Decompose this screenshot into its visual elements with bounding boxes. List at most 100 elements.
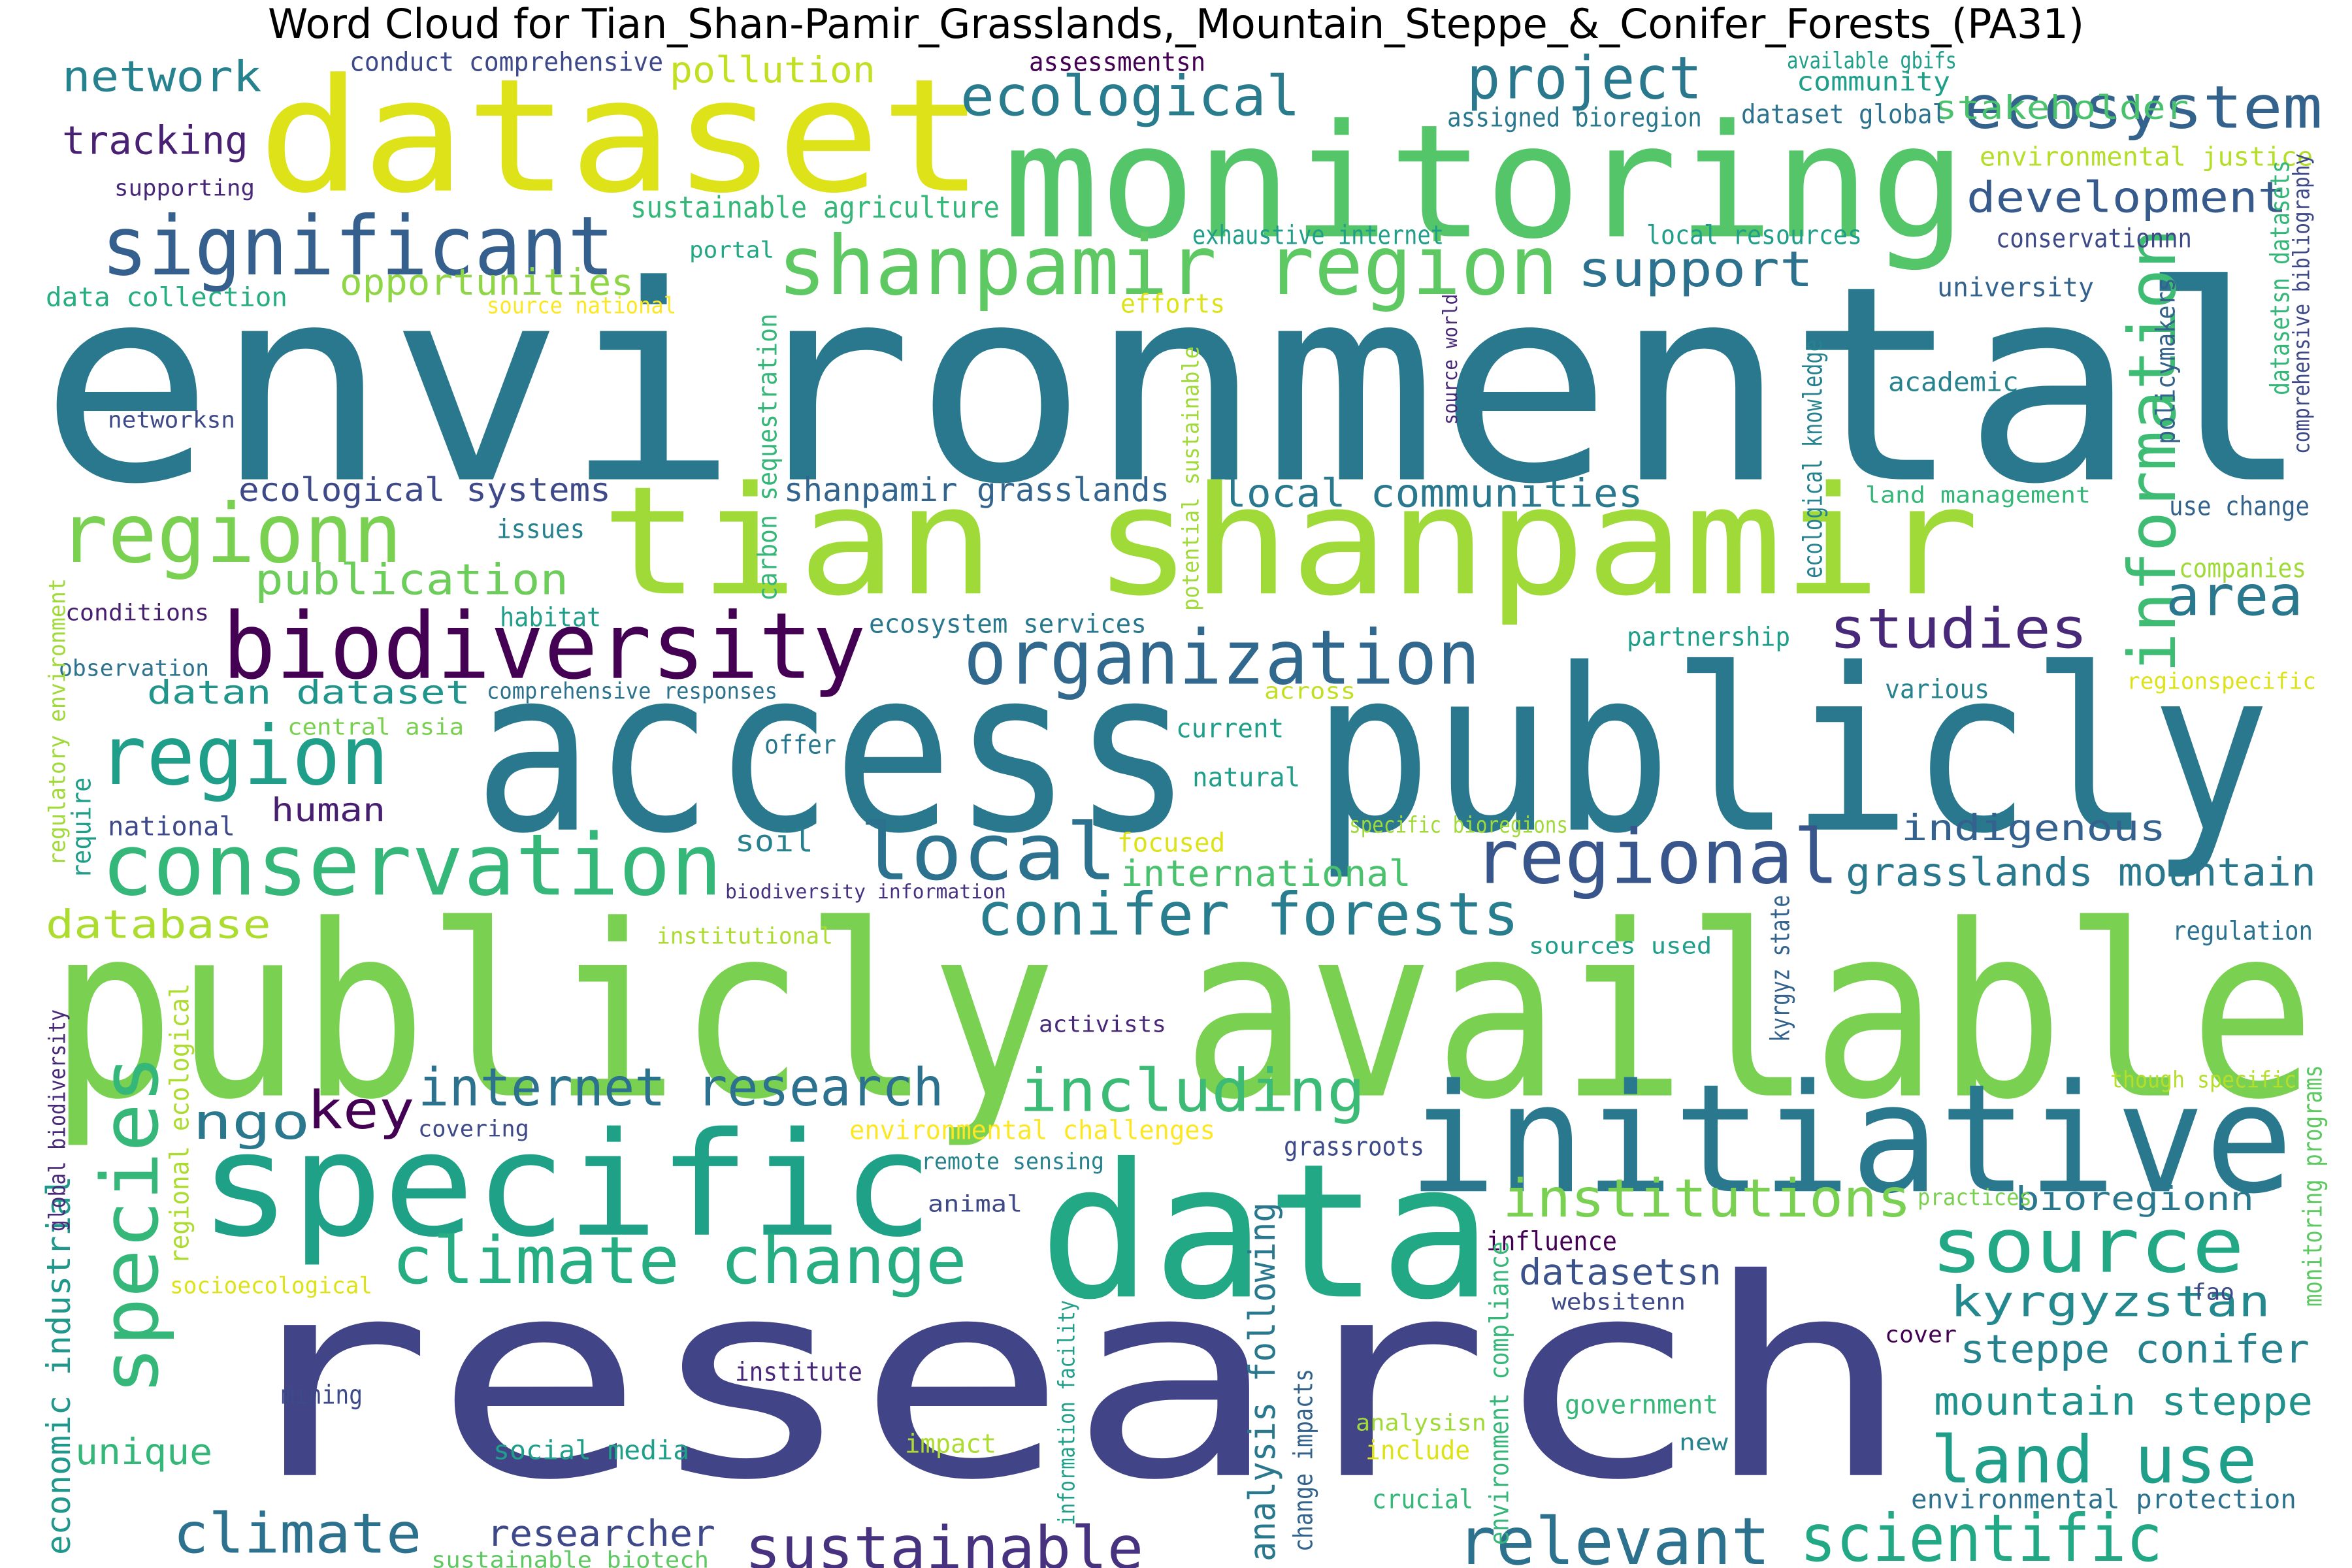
word-biodiversity: biodiversity [222, 593, 866, 700]
word-conservationnn: conservationnn [1996, 223, 2192, 254]
word-potential-sustainable: potential sustainable [1177, 346, 1204, 611]
word-central-asia: central asia [287, 713, 465, 740]
word-datan-dataset: datan dataset [147, 673, 470, 711]
word-specific-bioregions: specific bioregions [1349, 811, 1568, 838]
word-natural: natural [1192, 762, 1301, 793]
word-economic-industrial: economic industrial [39, 1176, 78, 1555]
word-pollution: pollution [670, 49, 875, 91]
word-remote-sensing: remote sensing [921, 1147, 1104, 1175]
word-shanpamir-grasslands: shanpamir grasslands [784, 470, 1170, 509]
word-environmental-justice: environmental justice [1980, 141, 2313, 172]
word-development: development [1967, 172, 2287, 223]
word-mountain-steppe: mountain steppe [1934, 1378, 2313, 1424]
word-local: local [859, 806, 1118, 898]
word-shanpamir-region: shanpamir region [777, 218, 1559, 314]
word-ecological: ecological [960, 63, 1301, 129]
word-institutions: institutions [1503, 1168, 1912, 1230]
word-ecosystem-services: ecosystem services [869, 608, 1147, 640]
word-ecological-systems: ecological systems [238, 470, 611, 509]
word-project: project [1467, 43, 1703, 113]
word-social-media: social media [493, 1435, 690, 1466]
word-region: region [98, 708, 389, 804]
word-conifer-forests: conifer forests [977, 879, 1520, 949]
word-climate: climate [173, 1501, 422, 1566]
word-sources-used: sources used [1529, 932, 1712, 959]
word-conservation: conservation [101, 815, 723, 915]
word-significant: significant [101, 198, 615, 294]
word-university: university [1937, 272, 2095, 303]
word-assessmentsn: assessmentsn [1029, 46, 1206, 78]
word-tian-shanpamir: tian shanpamir [601, 453, 1980, 630]
word-focused: focused [1117, 827, 1226, 858]
word-change-impacts: change impacts [1288, 1369, 1319, 1552]
word-datasetsn: datasetsn [1519, 1251, 1722, 1294]
word-dataset: dataset [258, 44, 985, 229]
word-indigenous: indigenous [1901, 807, 2166, 849]
word-though-specific: though specific [2110, 1066, 2297, 1093]
word-researcher: researcher [487, 1512, 716, 1555]
word-land-use: land use [1931, 1422, 2257, 1498]
word-networksn: networksn [108, 406, 235, 433]
word-initiative: initiative [1408, 1051, 2294, 1228]
word-source: source [1931, 1201, 2245, 1290]
word-comprehensive-responses: comprehensive responses [487, 677, 777, 704]
word-access-publicly: access publicly [474, 619, 2271, 884]
word-assigned-bioregion: assigned bioregion [1447, 102, 1702, 133]
word-analysis-following: analysis following [1241, 1202, 1284, 1561]
word-scientific: scientific [1800, 1500, 2163, 1568]
word-key: key [307, 1079, 415, 1141]
word-dataset-global: dataset global [1741, 99, 1947, 130]
word-observation: observation [59, 654, 210, 681]
word-portal: portal [689, 236, 775, 263]
word-partnership: partnership [1627, 621, 1791, 653]
word-bioregionn: bioregionn [2016, 1179, 2255, 1218]
word-government: government [1565, 1389, 1719, 1420]
word-sustainable-biotech: sustainable biotech [431, 1546, 709, 1568]
word-fao: fao [2192, 1278, 2234, 1305]
word-academic: academic [1888, 367, 2019, 398]
word-publicly-available: publicly available [49, 874, 2316, 1153]
word-environmental-challenges: environmental challenges [849, 1115, 1215, 1146]
word-require: require [66, 777, 97, 879]
word-regionspecific: regionspecific [2127, 667, 2316, 694]
word-regional-ecological: regional ecological [164, 983, 195, 1264]
word-global-biodiversity: global biodiversity [43, 1009, 71, 1232]
word-new: new [1679, 1428, 1728, 1456]
word-source-world: source world [1439, 293, 1462, 425]
word-issues: issues [497, 514, 585, 545]
word-regulation: regulation [2172, 915, 2313, 947]
word-use-change: use change [2169, 491, 2310, 522]
word-analysisn: analysisn [1356, 1409, 1486, 1436]
word-environmental: environmental [39, 227, 2312, 545]
word-sustainable: sustainable [745, 1513, 1144, 1568]
word-websitenn: websitenn [1552, 1288, 1686, 1315]
word-regionn: regionn [59, 485, 402, 581]
word-cover: cover [1885, 1320, 1957, 1348]
word-carbon-sequestration: carbon sequestration [752, 313, 783, 601]
word-support: support [1578, 240, 1814, 298]
word-socioecological: socioecological [170, 1271, 373, 1299]
word-biodiversity-information: biodiversity information [725, 880, 1006, 904]
word-current: current [1176, 713, 1284, 744]
word-supporting: supporting [114, 174, 255, 201]
word-steppe-conifer: steppe conifer [1960, 1326, 2310, 1372]
word-practices: practices [1918, 1183, 2032, 1211]
chart-title: Word Cloud for Tian_Shan-Pamir_Grassland… [267, 0, 2085, 48]
word-publication: publication [255, 555, 569, 605]
word-opportunities: opportunities [340, 261, 634, 304]
word-source-national: source national [487, 291, 677, 319]
word-local-resources: local resources [1646, 220, 1863, 251]
word-kyrgyz-state: kyrgyz state [1765, 894, 1796, 1042]
word-conditions: conditions [65, 598, 210, 626]
word-ecosystem: ecosystem [1963, 73, 2323, 142]
word-network: network [62, 52, 262, 102]
word-internet-research: internet research [418, 1056, 944, 1119]
word-data: data [1039, 1123, 1493, 1341]
word-regional: regional [1473, 813, 1839, 902]
word-comprehensive-bibliography: comprehensive bibliography [2287, 153, 2315, 455]
word-efforts: efforts [1120, 288, 1226, 319]
word-organization: organization [964, 613, 1480, 702]
word-across: across [1264, 677, 1356, 704]
word-mining: mining [281, 1379, 363, 1411]
word-national: national [108, 811, 235, 842]
